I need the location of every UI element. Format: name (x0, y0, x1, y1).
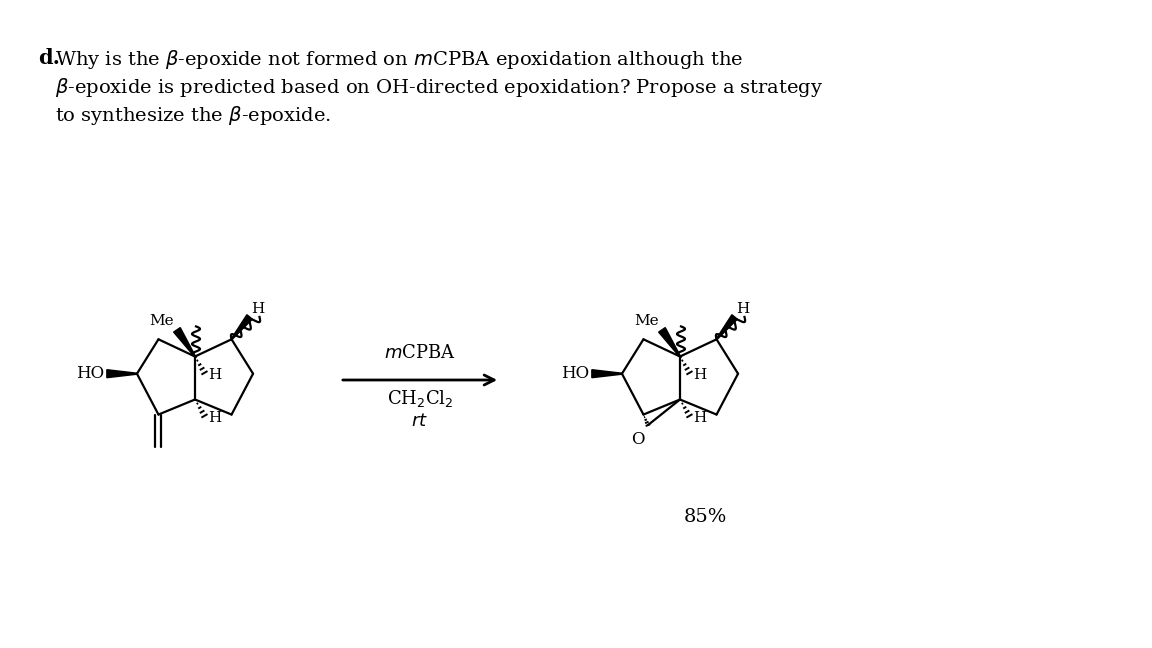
Text: $\mathit{rt}$: $\mathit{rt}$ (411, 412, 429, 430)
Text: $\mathit{m}$CPBA: $\mathit{m}$CPBA (384, 344, 456, 362)
Polygon shape (174, 328, 196, 357)
Polygon shape (592, 370, 622, 378)
Text: Me: Me (150, 314, 174, 328)
Text: 85%: 85% (683, 508, 727, 526)
Text: HO: HO (561, 365, 589, 382)
Text: d.: d. (38, 48, 60, 68)
Text: CH$_2$Cl$_2$: CH$_2$Cl$_2$ (387, 388, 453, 409)
Text: to synthesize the $\beta$-epoxide.: to synthesize the $\beta$-epoxide. (55, 104, 331, 127)
Polygon shape (107, 370, 137, 378)
Text: O: O (631, 431, 645, 448)
Polygon shape (717, 315, 737, 340)
Text: H: H (736, 302, 750, 316)
Text: H: H (209, 411, 221, 425)
Polygon shape (232, 315, 252, 340)
Text: Why is the $\beta$-epoxide not formed on $\mathit{m}$CPBA epoxidation although t: Why is the $\beta$-epoxide not formed on… (55, 48, 743, 71)
Text: $\beta$-epoxide is predicted based on OH-directed epoxidation? Propose a strateg: $\beta$-epoxide is predicted based on OH… (55, 76, 824, 99)
Text: H: H (251, 302, 265, 316)
Text: Me: Me (635, 314, 659, 328)
Text: H: H (694, 368, 706, 382)
Polygon shape (659, 328, 681, 357)
Text: H: H (209, 368, 221, 382)
Text: HO: HO (76, 365, 104, 382)
Text: H: H (694, 411, 706, 425)
